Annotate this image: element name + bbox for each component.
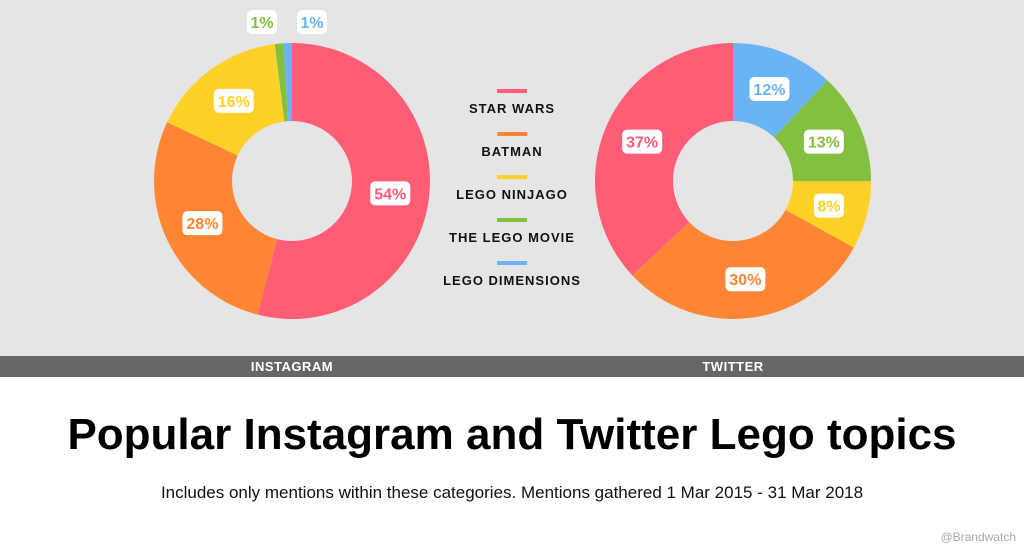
donut-charts: 54% 28% 16% 1% 1% 37% 30% 8% 13% 12% — [153, 10, 871, 319]
data-label-bg — [813, 193, 844, 218]
legend-label: STAR WARS — [468, 101, 556, 116]
data-label-bg — [622, 129, 663, 154]
data-label: 13% — [808, 135, 840, 152]
data-label-bg — [725, 267, 766, 292]
slice-instagram-3 — [274, 43, 289, 122]
data-label-bg — [247, 10, 277, 34]
slice-instagram-4 — [283, 43, 292, 122]
data-label: 30% — [729, 272, 761, 289]
page-title: Popular Instagram and Twitter Lego topic… — [67, 410, 957, 459]
data-label-bg — [749, 76, 790, 101]
legend-item: THE LEGO MOVIE — [449, 218, 575, 245]
legend-swatch — [496, 132, 527, 136]
data-label: 1% — [300, 15, 323, 32]
data-label-bg — [182, 211, 223, 236]
twitter-label: TWITTER — [702, 359, 764, 374]
legend-label: BATMAN — [481, 144, 543, 159]
legend-swatch — [496, 261, 527, 265]
credit: @Brandwatch — [940, 530, 1016, 544]
legend-item: LEGO NINJAGO — [456, 175, 568, 202]
instagram-label: INSTAGRAM — [250, 359, 334, 374]
legend-item: BATMAN — [481, 132, 542, 159]
legend-swatch — [496, 89, 527, 93]
subtitle: Includes only mentions within these cate… — [160, 483, 864, 502]
data-label-bg — [370, 181, 411, 206]
legend-swatch — [497, 218, 527, 222]
data-label-bg — [297, 10, 327, 34]
slice-instagram-0 — [257, 43, 430, 319]
data-label: 28% — [186, 216, 218, 233]
data-label: 37% — [626, 135, 658, 152]
data-label: 54% — [374, 186, 406, 203]
legend-item: STAR WARS — [469, 89, 555, 116]
legend-swatch — [497, 175, 527, 179]
legend-item: LEGO DIMENSIONS — [443, 261, 581, 288]
data-label: 16% — [218, 94, 250, 111]
legend-label: LEGO NINJAGO — [456, 187, 568, 202]
platform-bar — [0, 356, 1024, 377]
legend-label: THE LEGO MOVIE — [449, 230, 575, 245]
slice-twitter-0 — [595, 43, 733, 276]
data-label-bg — [213, 88, 254, 113]
slice-twitter-1 — [632, 209, 854, 319]
legend-label: LEGO DIMENSIONS — [443, 273, 581, 288]
data-label: 8% — [817, 199, 840, 216]
data-label-bg — [803, 129, 844, 154]
data-label: 12% — [753, 82, 785, 99]
data-label: 1% — [250, 15, 273, 32]
